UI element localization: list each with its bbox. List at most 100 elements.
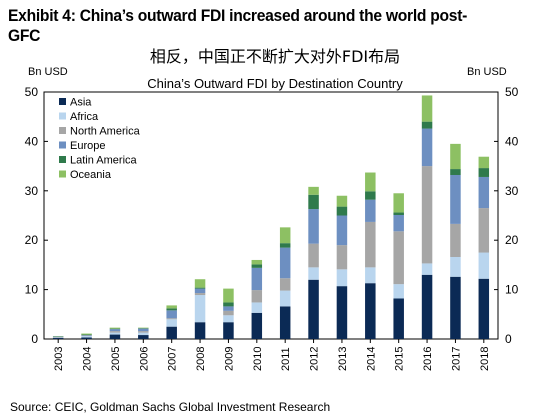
legend-swatch — [59, 98, 66, 105]
bar-segment-europe — [450, 174, 461, 224]
y-tick-label-left: 10 — [25, 283, 39, 297]
chart-title: China’s Outward FDI by Destination Count… — [147, 76, 403, 91]
bar-segment-asia — [393, 298, 404, 339]
bar-segment-oceania — [421, 95, 433, 122]
x-tick-label: 2009 — [223, 347, 235, 371]
y-tick-label-left: 50 — [25, 85, 39, 99]
bar-segment-north-america — [279, 278, 291, 291]
legend-label: North America — [70, 126, 141, 138]
bar-segment-latin-america — [478, 168, 490, 177]
bar-segment-europe — [138, 328, 149, 332]
legend-swatch — [59, 170, 66, 178]
right-axis-unit: Bn USD — [467, 66, 507, 78]
bar-segment-asia — [365, 283, 376, 339]
bar-segment-asia — [223, 322, 234, 339]
legend-swatch — [59, 156, 66, 163]
bar-segment-asia — [279, 306, 291, 339]
bar-segment-oceania — [279, 227, 291, 244]
bar-segment-asia — [308, 279, 319, 339]
y-tick-label-right: 10 — [505, 283, 519, 297]
bar-segment-europe — [223, 306, 234, 311]
bar-segment-oceania — [223, 288, 234, 303]
bar-segment-latin-america — [450, 169, 461, 175]
bar-segment-oceania — [251, 259, 263, 265]
x-tick-label: 2011 — [280, 347, 292, 371]
bar-segment-europe — [251, 267, 263, 291]
bar-segment-latin-america — [194, 287, 206, 289]
legend-label: Latin America — [70, 155, 138, 167]
x-tick-label: 2005 — [110, 347, 122, 371]
bar-segment-oceania — [308, 186, 319, 195]
bar-segment-asia — [421, 274, 433, 339]
y-tick-label-right: 50 — [505, 85, 519, 99]
bar-segment-asia — [478, 278, 490, 339]
legend-label: Africa — [70, 111, 99, 123]
bar-segment-africa — [81, 336, 92, 338]
bar-segment-north-america — [166, 318, 177, 320]
bar-segment-africa — [393, 284, 404, 299]
bar-segment-north-america — [109, 331, 121, 333]
bar-segment-north-america — [421, 166, 433, 264]
left-axis-unit: Bn USD — [28, 66, 68, 78]
bar-segment-asia — [166, 326, 177, 339]
bar-segment-oceania — [365, 172, 376, 192]
bar-segment-north-america — [308, 243, 319, 268]
y-tick-label-left: 30 — [25, 184, 39, 198]
bar-segment-latin-america — [336, 206, 348, 216]
y-tick-label-right: 30 — [505, 184, 519, 198]
y-tick-label-right: 20 — [505, 233, 519, 247]
y-tick-label-right: 0 — [505, 332, 512, 346]
bar-segment-europe — [421, 128, 433, 167]
bar-segment-africa — [251, 302, 263, 313]
x-tick-label: 2013 — [337, 347, 349, 371]
bar-segment-europe — [365, 199, 376, 222]
bar-segment-latin-america — [279, 243, 291, 248]
bar-segment-north-america — [478, 208, 490, 253]
bar-segment-latin-america — [223, 302, 234, 307]
bar-segment-north-america — [251, 290, 263, 303]
bar-segment-latin-america — [166, 308, 177, 311]
bar-segment-oceania — [478, 156, 490, 169]
bar-segment-north-america — [336, 245, 348, 270]
bar-segment-latin-america — [365, 191, 376, 200]
bar-segment-europe — [279, 247, 291, 279]
legend-swatch — [59, 112, 66, 120]
legend-swatch — [59, 141, 66, 149]
bar-segment-asia — [251, 312, 263, 339]
y-tick-label-right: 40 — [505, 134, 519, 148]
bar-segment-asia — [336, 286, 348, 339]
bar-segment-asia — [138, 335, 149, 339]
bar-segment-africa — [308, 267, 319, 280]
legend-label: Europe — [70, 140, 105, 152]
y-tick-label-left: 40 — [25, 134, 39, 148]
legend-swatch — [59, 127, 66, 134]
bar-segment-europe — [194, 288, 206, 294]
x-tick-label: 2014 — [365, 347, 377, 371]
x-tick-label: 2003 — [53, 347, 65, 371]
x-tick-label: 2007 — [167, 347, 179, 371]
legend-label: Oceania — [70, 169, 112, 181]
bar-segment-north-america — [194, 293, 206, 296]
bar-segment-asia — [81, 337, 92, 339]
bar-segment-africa — [279, 290, 291, 307]
bar-segment-europe — [336, 215, 348, 246]
bar-segment-africa — [421, 263, 433, 275]
bar-segment-africa — [223, 315, 234, 323]
bar-segment-north-america — [450, 223, 461, 257]
bar-segment-africa — [478, 252, 490, 279]
bar-segment-oceania — [194, 279, 206, 288]
bar-segment-latin-america — [421, 121, 433, 129]
y-tick-label-left: 20 — [25, 233, 39, 247]
exhibit-title: Exhibit 4: China’s outward FDI increased… — [8, 6, 468, 45]
bar-segment-asia — [109, 334, 121, 339]
bar-segment-north-america — [223, 310, 234, 316]
bar-segment-africa — [365, 267, 376, 284]
x-tick-label: 2015 — [394, 347, 406, 371]
x-tick-label: 2006 — [138, 347, 150, 371]
bar-segment-north-america — [393, 231, 404, 285]
bar-segment-oceania — [336, 195, 348, 207]
x-tick-label: 2017 — [450, 347, 462, 371]
bar-segment-africa — [109, 332, 121, 335]
x-tick-label: 2018 — [479, 347, 491, 371]
